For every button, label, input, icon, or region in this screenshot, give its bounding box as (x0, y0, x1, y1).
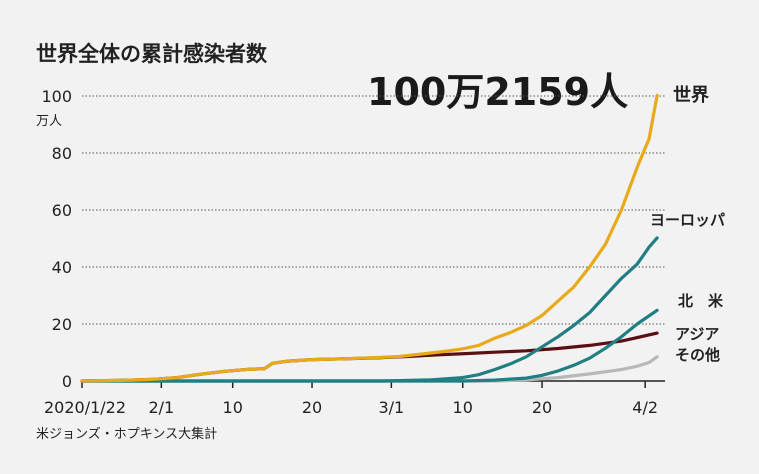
series-label-世界: 世界 (673, 85, 709, 106)
y-axis-labels: 0 20 40 60 80 100 (41, 87, 72, 391)
series-line-世界 (80, 93, 659, 383)
y-tick-label: 80 (52, 144, 72, 163)
x-tick-label: 2/1 (148, 398, 174, 417)
x-tick-label: 10 (223, 398, 243, 417)
series-label-その他: その他 (675, 346, 720, 364)
series-label-ヨーロッパ: ヨーロッパ (650, 211, 725, 229)
x-tick-label: 20 (302, 398, 322, 417)
x-tick-label: 3/1 (378, 398, 404, 417)
y-tick-label: 60 (52, 201, 72, 220)
y-tick-label: 0 (62, 372, 72, 391)
series-line-北米 (80, 308, 659, 383)
series-lines (80, 93, 659, 383)
y-tick-label: 20 (52, 315, 72, 334)
x-tick-label: 20 (532, 398, 552, 417)
chart-title: 世界全体の累計感染者数 (36, 42, 268, 66)
source-note: 米ジョンズ・ホプキンス大集計 (36, 426, 217, 442)
x-tick-label: 10 (453, 398, 473, 417)
y-tick-label: 100 (41, 87, 72, 106)
y-tick-label: 40 (52, 258, 72, 277)
series-label-アジア: アジア (675, 325, 719, 343)
series-label-北米: 北 米 (678, 292, 724, 310)
headline-total: 100万2159人 (367, 70, 628, 114)
y-unit-label: 万人 (36, 114, 62, 129)
x-tick-label: 4/2 (632, 398, 658, 417)
x-tick-label: 2020/1/22 (44, 398, 126, 417)
gridlines (82, 95, 665, 325)
series-line-ヨーロッパ (80, 236, 659, 383)
x-axis: 2020/1/22 2/1 10 20 3/1 10 20 4/2 (44, 380, 665, 417)
